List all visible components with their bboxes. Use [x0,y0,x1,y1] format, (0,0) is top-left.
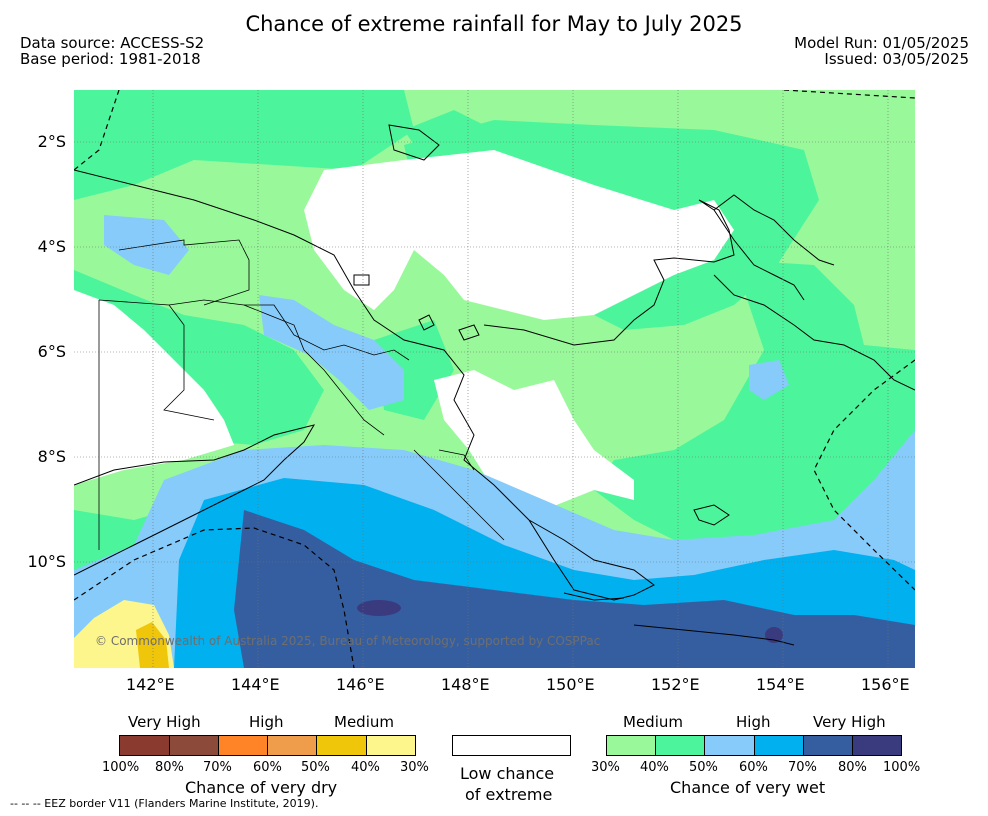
wet-swatch [852,735,902,756]
wet-70-80-region [234,510,915,668]
dry-swatch [267,735,317,756]
copyright-notice: © Commonwealth of Australia 2025, Bureau… [95,634,601,648]
lon-label: 144°E [231,675,280,694]
map-title: Chance of extreme rainfall for May to Ju… [245,12,743,36]
wet-heading-very-high: Very High [813,713,886,731]
low-chance-regions [74,150,734,510]
dry-tick: 100% [102,760,140,775]
wet-swatch [606,735,656,756]
eez-border [74,90,915,668]
lon-label: 148°E [441,675,490,694]
wet-tick: 100% [883,760,921,775]
lon-label: 142°E [126,675,175,694]
dry-tick: 30% [400,760,429,775]
lon-label: 154°E [756,675,805,694]
dry-swatch [169,735,219,756]
dry-swatch [119,735,170,756]
lat-label: 8°S [37,447,66,466]
dry-swatch [218,735,268,756]
dry-tick: 70% [203,760,232,775]
wet-tick: 80% [838,760,867,775]
wet-swatch [655,735,705,756]
issued-label: Issued: 03/05/2025 [824,50,969,68]
dry-tick: 40% [351,760,380,775]
lon-label: 150°E [546,675,595,694]
neutral-caption-line1: Low chance [460,764,555,783]
lat-label: 6°S [37,342,66,361]
lat-label: 10°S [27,552,66,571]
wet-tick: 70% [788,760,817,775]
wet-caption: Chance of very wet [670,778,826,797]
rainfall-map [74,90,915,668]
data-source-label: Data source: ACCESS-S2 [20,34,205,52]
dry-tick: 60% [253,760,282,775]
dry-swatch [316,735,367,756]
dry-heading-very-high: Very High [128,713,201,731]
wet-tick: 50% [689,760,718,775]
wet-heading-high: High [736,713,771,731]
wet-tick: 30% [591,760,620,775]
dry-caption: Chance of very dry [185,778,338,797]
dry-tick: 80% [155,760,184,775]
lon-label: 146°E [336,675,385,694]
coastlines [74,124,915,646]
wet-tick: 60% [739,760,768,775]
dry-heading-medium: Medium [334,713,394,731]
neutral-swatch [452,735,571,756]
wet-heading-medium: Medium [623,713,683,731]
wet-80-100-regions [357,600,783,643]
eez-footnote: -- -- -- EEZ border V11 (Flanders Marine… [10,797,319,810]
wet-swatch [803,735,853,756]
base-period-label: Base period: 1981-2018 [20,50,201,68]
lon-label: 156°E [861,675,910,694]
model-run-label: Model Run: 01/05/2025 [794,34,969,52]
dry-heading-high: High [249,713,284,731]
wet-swatch [754,735,804,756]
lon-label: 152°E [651,675,700,694]
wet-swatch [704,735,755,756]
dry-tick: 50% [301,760,330,775]
dry-swatch [366,735,416,756]
wet-tick: 40% [640,760,669,775]
dry-40-50-region [136,622,169,668]
lat-label: 4°S [37,237,66,256]
neutral-caption-line2: of extreme [465,785,553,804]
province-borders [98,239,505,550]
graticule [74,90,915,668]
lat-label: 2°S [37,132,66,151]
